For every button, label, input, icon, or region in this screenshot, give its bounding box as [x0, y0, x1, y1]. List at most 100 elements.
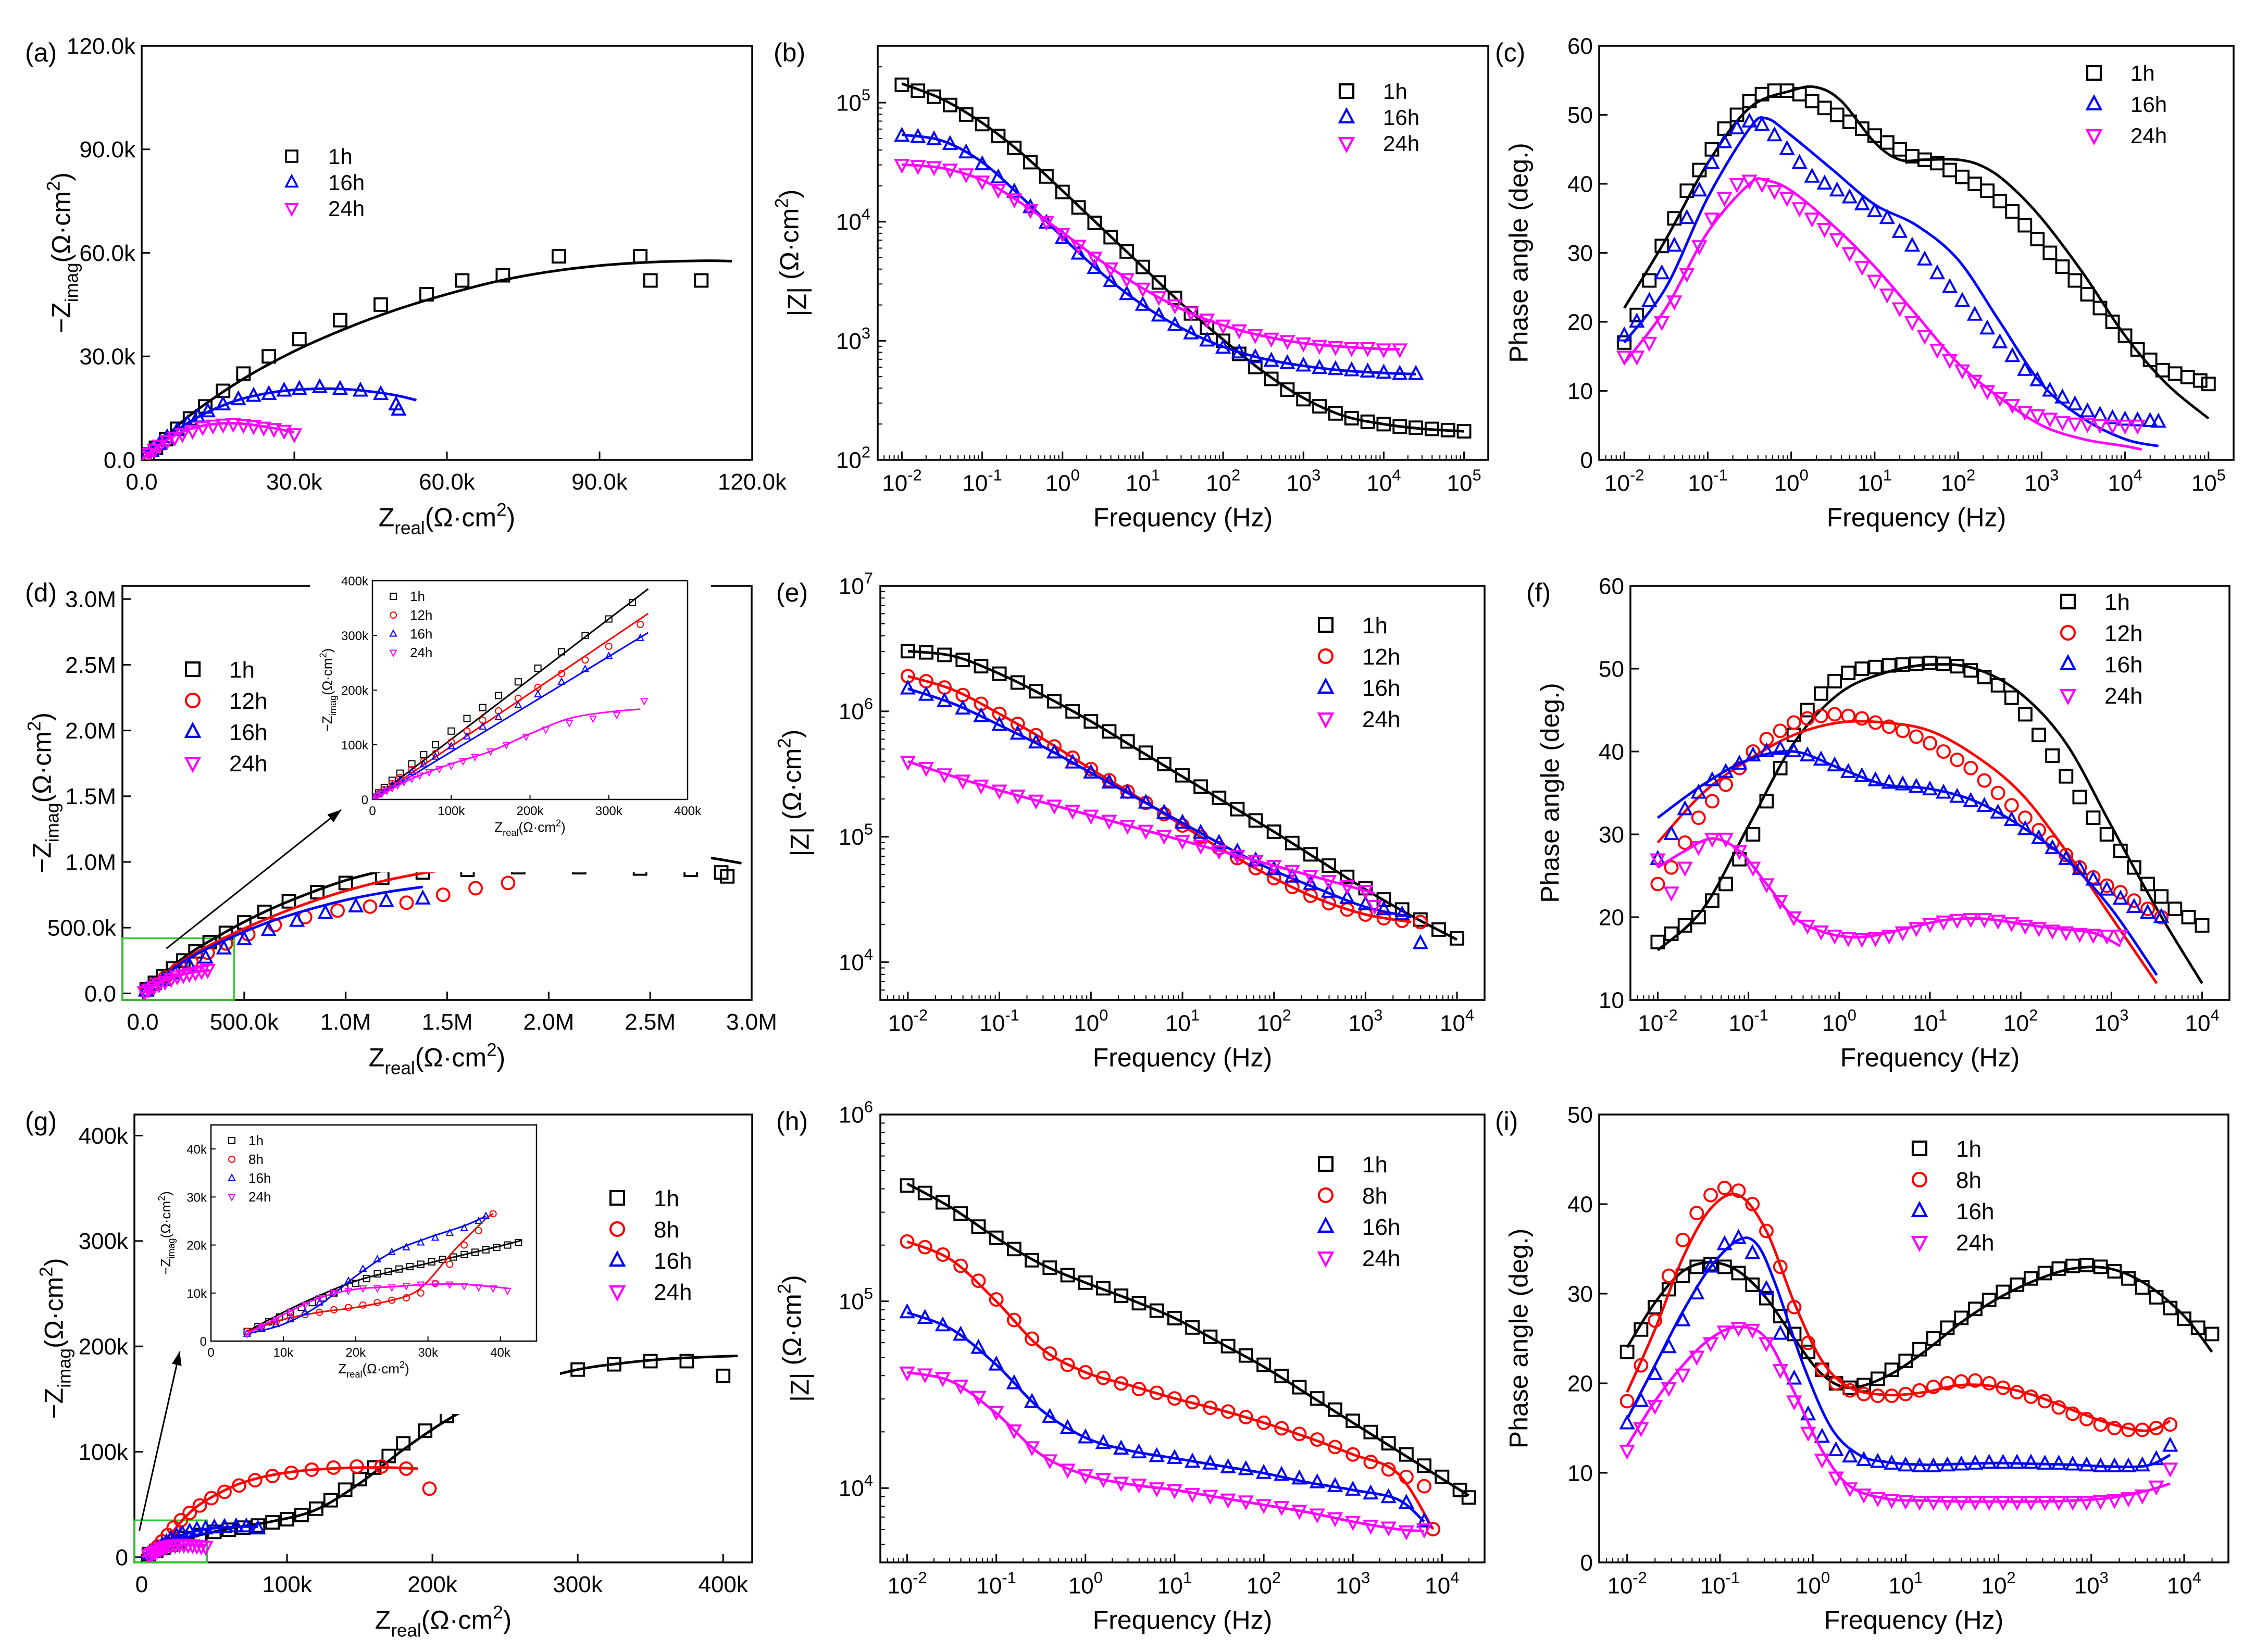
data-point-24h	[1916, 330, 1933, 345]
legend-marker-16h	[608, 1250, 626, 1267]
data-point-24h	[378, 790, 386, 798]
data-point-8h	[1828, 1376, 1843, 1391]
data-point-16h	[1006, 182, 1023, 198]
data-point-24h	[2017, 406, 2033, 421]
series-24h	[1619, 1322, 2178, 1511]
data-point-8h	[316, 1308, 323, 1316]
data-point-8h	[475, 1227, 482, 1234]
y-axis-label-part: (Ω·cm	[47, 191, 76, 262]
series-1h	[142, 249, 732, 460]
data-point-8h	[1025, 1331, 1040, 1346]
data-point-16h	[2139, 904, 2156, 919]
data-point-16h	[417, 1237, 425, 1246]
y-axis-label-part: 2	[36, 1267, 57, 1276]
data-point-24h	[1922, 918, 1938, 933]
data-point-24h	[1641, 336, 1658, 352]
data-point-8h	[2065, 1406, 2080, 1421]
data-point-24h	[435, 766, 444, 774]
data-point-1h	[2092, 301, 2108, 316]
data-point-16h	[2037, 1454, 2053, 1470]
x-tick-label: 103	[2094, 1006, 2128, 1036]
data-point-1h	[558, 648, 565, 656]
data-point-1h	[989, 1230, 1004, 1245]
x-axis-label-part: )	[503, 1606, 512, 1635]
data-point-24h	[2030, 922, 2047, 937]
data-point-16h	[1679, 209, 1695, 224]
series-24h	[899, 1366, 1432, 1541]
y-axis-label-part: Phase angle (deg.)	[1504, 143, 1534, 363]
data-point-24h	[2104, 419, 2121, 435]
data-point-1h	[991, 129, 1006, 144]
data-point-1h	[471, 1248, 479, 1256]
data-point-16h	[1166, 1449, 1183, 1464]
data-point-16h	[431, 1233, 440, 1241]
tick-base: 10	[1447, 470, 1473, 496]
x-tick-label: 105	[2191, 466, 2226, 496]
data-point-16h	[2064, 1455, 2081, 1471]
y-axis-label: −Zimag(Ω·cm2)	[44, 172, 82, 333]
tick-base: 10	[1336, 1573, 1361, 1598]
zoom-arrow-head	[171, 1351, 182, 1366]
data-point-16h	[918, 685, 934, 701]
data-point-8h	[1689, 1206, 1704, 1221]
data-point-24h	[2064, 1495, 2081, 1511]
data-point-16h	[2004, 347, 2021, 362]
series-24h	[1650, 832, 2128, 948]
data-point-1h	[1376, 417, 1391, 432]
data-point-24h	[1929, 343, 1946, 359]
inset-x-axis-label-part: 2	[556, 818, 561, 829]
data-point-24h	[2042, 412, 2058, 428]
tick-exponent: 2	[1282, 1006, 1291, 1024]
data-point-8h	[374, 1459, 389, 1474]
data-point-8h	[388, 1296, 396, 1304]
tick-base: 10	[839, 950, 864, 975]
data-point-24h	[1113, 1476, 1129, 1492]
data-point-16h	[1394, 905, 1410, 921]
data-point-1h	[1060, 1268, 1075, 1283]
data-point-8h	[1996, 1380, 2011, 1395]
x-tick-label: 101	[1165, 1006, 1200, 1036]
data-point-24h	[1654, 316, 1670, 331]
data-point-16h	[1842, 1447, 1858, 1463]
tick-exponent: 2	[2029, 1006, 2038, 1024]
x-tick-label: 103	[1286, 466, 1320, 496]
y-tick-label: 60.0k	[79, 241, 136, 266]
data-point-16h	[1990, 803, 2006, 819]
x-tick-label: 103	[1336, 1569, 1370, 1599]
legend-label: 8h	[1956, 1168, 1982, 1193]
y-tick-label: 400k	[79, 1123, 129, 1149]
data-point-24h	[1339, 880, 1355, 895]
inset-x-axis-label-part: Z	[494, 819, 503, 835]
inset-x-tick-label: 30k	[418, 1346, 439, 1360]
data-point-16h	[1716, 133, 1733, 148]
data-point-1h	[2127, 860, 2141, 875]
data-point-16h	[1295, 356, 1312, 372]
x-tick-label: 101	[1913, 1006, 1947, 1036]
data-point-1h	[1065, 704, 1080, 719]
data-point-24h	[475, 1284, 483, 1292]
inset-y-axis-label-part: 2	[318, 653, 329, 658]
tick-base: 10	[1604, 470, 1630, 496]
data-point-24h	[1786, 1395, 1802, 1411]
data-point-16h	[1135, 295, 1151, 311]
data-point-24h	[2029, 409, 2046, 424]
x-axis-label: Frequency (Hz)	[1840, 1043, 2020, 1072]
data-point-16h	[200, 402, 216, 418]
data-point-16h	[230, 390, 246, 406]
tick-base: 10	[882, 470, 907, 496]
data-point-16h	[1311, 359, 1328, 374]
data-point-16h	[1966, 305, 1983, 321]
data-point-24h	[402, 1283, 410, 1291]
data-point-24h	[1357, 885, 1374, 900]
data-point-24h	[1898, 1495, 1914, 1510]
series-16h	[894, 127, 1424, 380]
plot-frame	[1598, 1113, 2229, 1563]
y-axis-label-part: )	[778, 730, 807, 739]
legend-marker-1h	[2086, 65, 2102, 81]
data-point-1h	[1817, 101, 1832, 116]
data-point-24h	[1295, 337, 1312, 353]
x-axis-label-part: Frequency (Hz)	[1827, 503, 2007, 532]
data-point-1h	[493, 1244, 501, 1251]
data-point-24h	[1745, 861, 1761, 877]
tick-exponent: 2	[862, 443, 870, 461]
